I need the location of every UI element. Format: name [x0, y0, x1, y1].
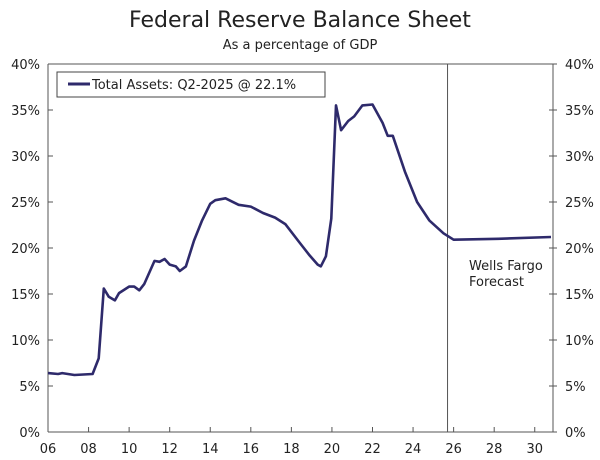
- left-y-tick-label: 10%: [11, 334, 40, 349]
- left-y-tick-label: 25%: [11, 196, 40, 211]
- left-y-tick-label: 35%: [11, 104, 40, 119]
- x-tick-label: 18: [283, 442, 300, 457]
- right-y-tick-label: 20%: [565, 242, 594, 257]
- forecast-annotation-line1: Wells Fargo: [469, 259, 543, 274]
- left-y-tick-label: 15%: [11, 288, 40, 303]
- right-y-tick-label: 10%: [565, 334, 594, 349]
- x-tick-label: 22: [364, 442, 381, 457]
- x-tick-label: 20: [324, 442, 341, 457]
- right-y-tick-label: 30%: [565, 150, 594, 165]
- right-y-tick-label: 5%: [565, 380, 586, 395]
- left-y-tick-label: 40%: [11, 58, 40, 73]
- x-tick-label: 26: [445, 442, 462, 457]
- chart-title: Federal Reserve Balance Sheet: [129, 8, 471, 33]
- x-tick-label: 28: [486, 442, 503, 457]
- left-y-tick-label: 20%: [11, 242, 40, 257]
- right-y-tick-label: 40%: [565, 58, 594, 73]
- x-tick-label: 24: [405, 442, 422, 457]
- x-tick-label: 16: [243, 442, 260, 457]
- left-y-tick-label: 5%: [19, 380, 40, 395]
- series-line-total-assets: [47, 103, 552, 377]
- chart-subtitle: As a percentage of GDP: [222, 38, 378, 53]
- legend-label: Total Assets: Q2-2025 @ 22.1%: [91, 78, 296, 93]
- x-tick-label: 30: [526, 442, 543, 457]
- forecast-annotation-line2: Forecast: [469, 275, 524, 290]
- x-tick-label: 10: [121, 442, 138, 457]
- x-tick-label: 14: [202, 442, 219, 457]
- x-tick-label: 08: [80, 442, 97, 457]
- x-tick-label: 12: [161, 442, 178, 457]
- right-y-tick-label: 15%: [565, 288, 594, 303]
- right-y-tick-label: 35%: [565, 104, 594, 119]
- left-y-tick-label: 0%: [19, 426, 40, 441]
- legend: Total Assets: Q2-2025 @ 22.1%: [56, 71, 326, 98]
- right-y-tick-label: 25%: [565, 196, 594, 211]
- left-y-tick-label: 30%: [11, 150, 40, 165]
- x-tick-label: 06: [40, 442, 57, 457]
- right-y-tick-label: 0%: [565, 426, 586, 441]
- legend-box: [56, 71, 326, 98]
